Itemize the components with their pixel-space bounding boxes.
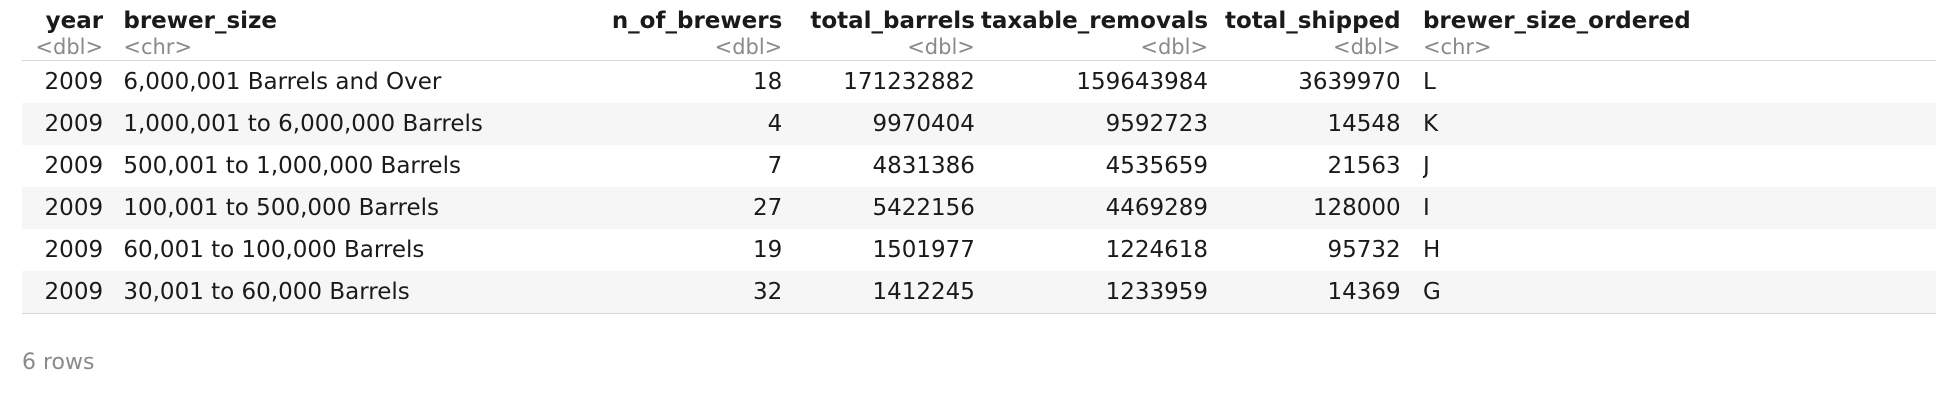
cell-brewer-size: 6,000,001 Barrels and Over	[123, 69, 442, 95]
column-type: <chr>	[1422, 35, 1492, 59]
cell-total-shipped: 3639970	[1298, 69, 1401, 95]
cell-n-of-brewers: 7	[767, 153, 783, 179]
column-type: <dbl>	[714, 35, 783, 59]
cell-taxable-removals: 1224618	[1105, 237, 1209, 263]
column-gap	[103, 103, 124, 145]
cell-total-shipped: 95732	[1327, 237, 1401, 263]
table-body: 2009 6,000,001 Barrels and Over 18 17123…	[22, 61, 1936, 314]
cell-taxable-removals: 4469289	[974, 187, 1209, 229]
column-gap	[103, 8, 124, 61]
table-row: 2009 1,000,001 to 6,000,000 Barrels 4 99…	[22, 103, 1936, 145]
column-type: <dbl>	[907, 35, 975, 59]
cell-year: 2009	[44, 237, 104, 263]
cell-total-barrels: 9970404	[782, 103, 975, 145]
cell-taxable-removals: 9592723	[974, 103, 1209, 145]
column-gap	[103, 187, 124, 229]
column-header-brewer-size-ordered[interactable]: brewer_size_ordered <chr>	[1422, 8, 1936, 61]
cell-brewer-size: 1,000,001 to 6,000,000 Barrels	[123, 103, 542, 145]
table-header: year <dbl> brewer_size <chr> n_of_brewer…	[22, 8, 1936, 61]
data-table: year <dbl> brewer_size <chr> n_of_brewer…	[22, 8, 1936, 314]
column-gap	[1401, 61, 1423, 104]
column-name: total_barrels	[810, 8, 975, 34]
cell-taxable-removals: 4535659	[1105, 153, 1209, 179]
column-name: brewer_size	[123, 8, 278, 34]
cell-taxable-removals: 1233959	[974, 271, 1209, 314]
column-type: <dbl>	[1140, 35, 1209, 59]
column-type: <dbl>	[1332, 35, 1401, 59]
table-row: 2009 60,001 to 100,000 Barrels 19 150197…	[22, 229, 1936, 271]
cell-n-of-brewers: 4	[541, 103, 783, 145]
column-gap	[103, 145, 123, 187]
cell-brewer-size: 60,001 to 100,000 Barrels	[123, 237, 425, 263]
column-gap	[1400, 271, 1423, 314]
cell-total-shipped: 14369	[1208, 271, 1401, 314]
cell-n-of-brewers: 19	[753, 237, 783, 263]
column-name: taxable_removals	[980, 8, 1209, 34]
table-row: 2009 30,001 to 60,000 Barrels 32 1412245…	[22, 271, 1936, 314]
column-gap	[103, 229, 123, 271]
column-header-taxable-removals[interactable]: taxable_removals <dbl>	[974, 8, 1209, 61]
column-gap	[1401, 145, 1423, 187]
cell-n-of-brewers: 27	[541, 187, 783, 229]
cell-total-barrels: 1501977	[872, 237, 975, 263]
column-type: <chr>	[123, 35, 193, 59]
cell-brewer-size-ordered: L	[1422, 69, 1436, 95]
column-header-total-barrels[interactable]: total_barrels <dbl>	[782, 8, 975, 61]
cell-total-barrels: 5422156	[782, 187, 975, 229]
cell-total-barrels: 4831386	[872, 153, 975, 179]
column-gap	[1400, 103, 1423, 145]
cell-year: 2009	[22, 187, 104, 229]
cell-year: 2009	[44, 153, 104, 179]
cell-n-of-brewers: 18	[753, 69, 783, 95]
cell-total-barrels: 171232882	[843, 69, 975, 95]
table-row: 2009 500,001 to 1,000,000 Barrels 7 4831…	[22, 145, 1936, 187]
column-gap	[1400, 8, 1423, 61]
cell-brewer-size: 100,001 to 500,000 Barrels	[123, 187, 542, 229]
column-gap	[1400, 187, 1423, 229]
cell-taxable-removals: 159643984	[1076, 69, 1209, 95]
column-gap	[1401, 229, 1423, 271]
cell-year: 2009	[22, 271, 104, 314]
cell-total-shipped: 14548	[1208, 103, 1401, 145]
cell-brewer-size-ordered: G	[1422, 271, 1936, 314]
cell-year: 2009	[22, 103, 104, 145]
cell-brewer-size-ordered: H	[1422, 237, 1441, 263]
column-name: brewer_size_ordered	[1422, 8, 1691, 34]
cell-brewer-size: 500,001 to 1,000,000 Barrels	[123, 153, 461, 179]
column-gap	[103, 61, 123, 104]
table-row: 2009 100,001 to 500,000 Barrels 27 54221…	[22, 187, 1936, 229]
table-row: 2009 6,000,001 Barrels and Over 18 17123…	[22, 61, 1936, 104]
column-header-n-of-brewers[interactable]: n_of_brewers <dbl>	[541, 8, 783, 61]
column-type: <dbl>	[35, 35, 104, 59]
cell-brewer-size: 30,001 to 60,000 Barrels	[123, 271, 542, 314]
cell-total-shipped: 21563	[1327, 153, 1401, 179]
column-name: n_of_brewers	[611, 8, 783, 34]
row-count: 6 rows	[22, 350, 95, 375]
column-gap	[103, 271, 124, 314]
column-header-brewer-size[interactable]: brewer_size <chr>	[123, 8, 542, 61]
cell-total-shipped: 128000	[1208, 187, 1401, 229]
cell-brewer-size-ordered: I	[1422, 187, 1936, 229]
column-name: total_shipped	[1225, 8, 1401, 34]
cell-brewer-size-ordered: J	[1422, 153, 1430, 179]
column-header-total-shipped[interactable]: total_shipped <dbl>	[1208, 8, 1401, 61]
column-header-year[interactable]: year <dbl>	[22, 8, 104, 61]
cell-brewer-size-ordered: K	[1422, 103, 1936, 145]
cell-n-of-brewers: 32	[541, 271, 783, 314]
column-name: year	[45, 8, 104, 34]
cell-year: 2009	[44, 69, 104, 95]
cell-total-barrels: 1412245	[782, 271, 975, 314]
